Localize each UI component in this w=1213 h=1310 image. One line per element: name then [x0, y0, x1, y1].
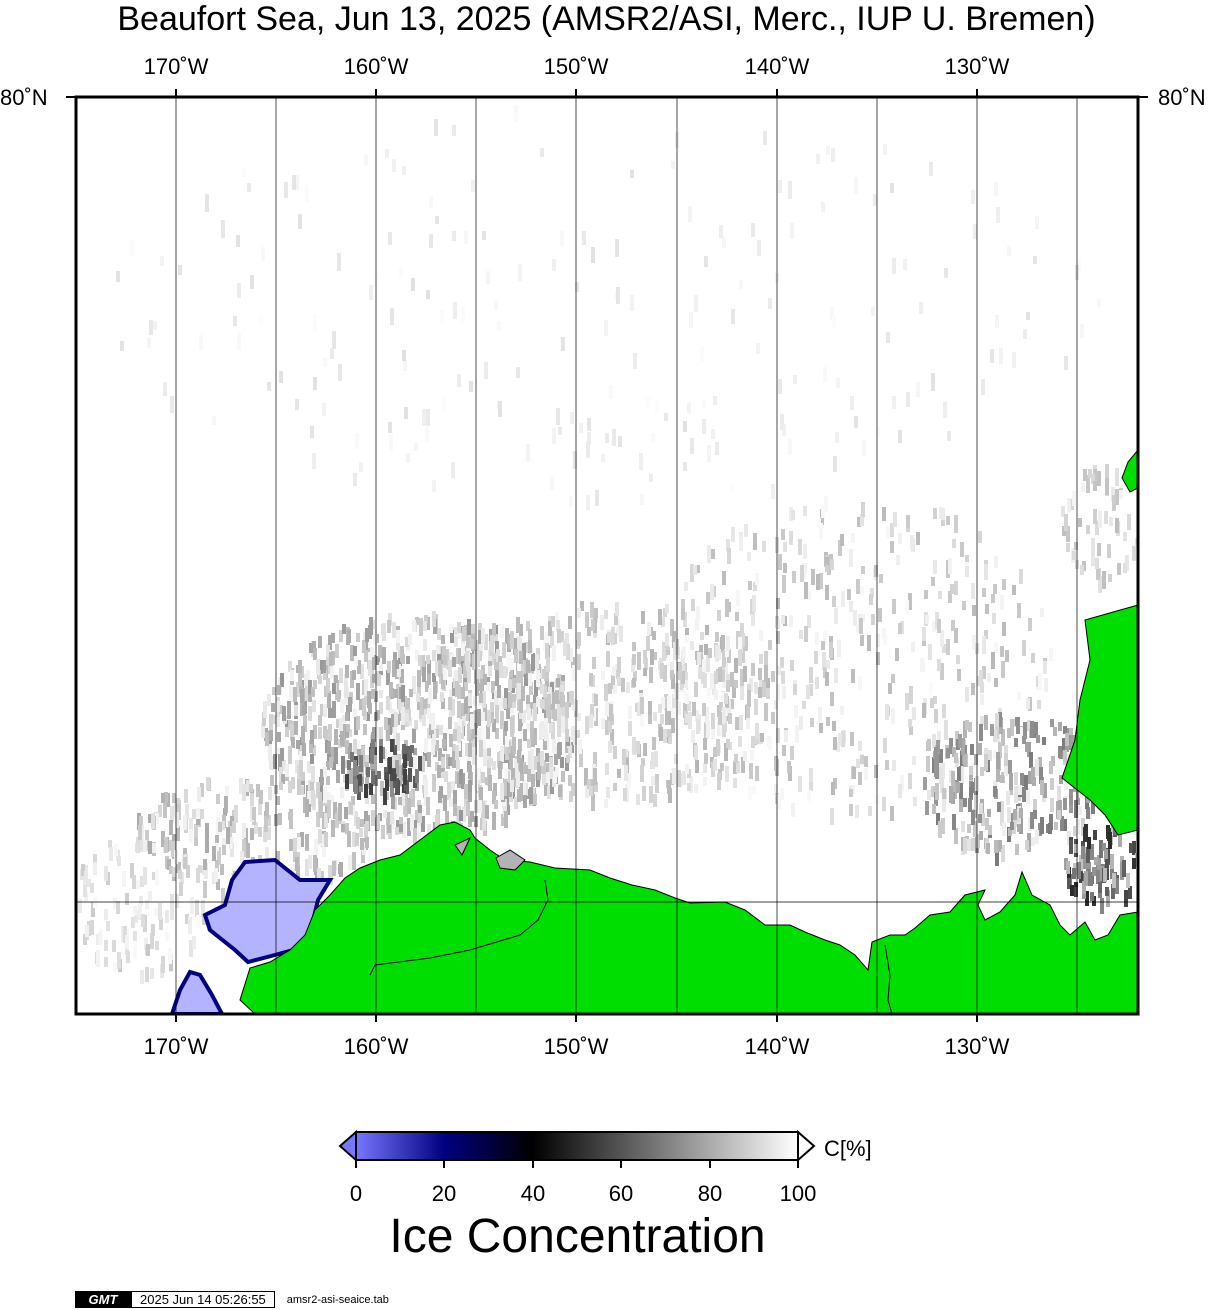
lagoon: [495, 849, 526, 871]
colorbar-tick-80: 80: [697, 1181, 723, 1206]
lon-label-bottom-140w: 140˚W: [744, 1034, 810, 1059]
colorbar-gradient: [355, 1131, 799, 1161]
lon-label-top-130w: 130˚W: [944, 54, 1010, 79]
lon-label-top-170w: 170˚W: [143, 54, 209, 79]
lon-label-bottom-130w: 130˚W: [944, 1034, 1010, 1059]
lon-label-bottom-170w: 170˚W: [143, 1034, 209, 1059]
footer: GMT 2025 Jun 14 05:26:55 amsr2-asi-seaic…: [75, 1291, 389, 1308]
colorbar-tick-40: 40: [520, 1181, 546, 1206]
land-northern-island: [1121, 449, 1138, 493]
colorbar-tick-20: 20: [431, 1181, 457, 1206]
colorbar-title: Ice Concentration: [389, 1210, 766, 1263]
source-filename: amsr2-asi-seaice.tab: [286, 1293, 389, 1306]
gmt-logo: GMT: [75, 1291, 131, 1308]
land-banks-island: [1061, 604, 1138, 836]
masked-region-southwest: [169, 969, 225, 1014]
graticule: [76, 97, 1138, 1014]
colorbar-unit: C[%]: [824, 1136, 872, 1161]
colorbar-tick-0: 0: [349, 1181, 363, 1206]
ice-concentration-speckle: [78, 105, 1138, 984]
admin-boundary: [884, 944, 893, 1014]
colorbar-low-arrow: [338, 1129, 357, 1163]
lon-label-top-160w: 160˚W: [343, 54, 409, 79]
map-frame: [74, 95, 1140, 1016]
land-alaska-yukon: [239, 821, 1138, 1014]
lagoon: [454, 836, 472, 856]
admin-boundary: [369, 879, 549, 976]
colorbar-high-arrow: [797, 1129, 816, 1163]
colorbar-tick-60: 60: [608, 1181, 634, 1206]
lon-label-bottom-160w: 160˚W: [343, 1034, 409, 1059]
lon-label-top-140w: 140˚W: [744, 54, 810, 79]
lat-label-left-80n: 80˚N: [0, 85, 48, 110]
lon-label-bottom-150w: 150˚W: [543, 1034, 609, 1059]
frame-ticks: [66, 89, 1148, 1022]
masked-region-west: [202, 857, 334, 965]
timestamp: 2025 Jun 14 05:26:55: [131, 1291, 275, 1308]
map-title: Beaufort Sea, Jun 13, 2025 (AMSR2/ASI, M…: [117, 0, 1096, 38]
colorbar: [338, 1129, 816, 1168]
colorbar-tick-100: 100: [779, 1181, 817, 1206]
lat-label-right-80n: 80˚N: [1158, 85, 1206, 110]
lon-label-top-150w: 150˚W: [543, 54, 609, 79]
